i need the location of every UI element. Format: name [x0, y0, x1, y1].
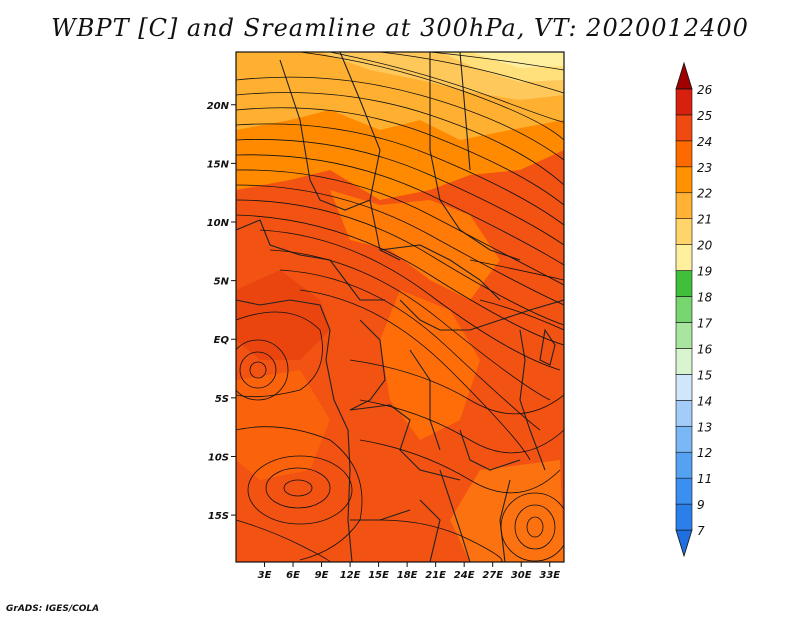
- colorbar-segment: [675, 166, 693, 194]
- map-title: WBPT [C] and Sreamline at 300hPa, VT: 20…: [51, 14, 749, 42]
- country-borders: [236, 52, 564, 562]
- colorbar-segment: [675, 88, 693, 116]
- lon-label: 30E: [511, 570, 532, 581]
- lon-label: 15E: [368, 570, 389, 581]
- colorbar-label: 15: [697, 368, 712, 382]
- colorbar-segment: [675, 218, 693, 245]
- lon-label: 24E: [454, 570, 475, 581]
- colorbar-segment: [675, 296, 693, 323]
- lat-label: 5N: [214, 277, 230, 288]
- colorbar-segment: [675, 529, 693, 558]
- lon-label: 33E: [539, 570, 560, 581]
- colorbar-label: 25: [697, 109, 712, 123]
- colorbar-label: 9: [697, 498, 705, 512]
- lat-label: 15N: [207, 159, 230, 170]
- lon-label: 3E: [258, 570, 272, 581]
- colorbar-label: 12: [697, 446, 712, 460]
- longitude-axis: 3E 6E 9E 12E 15E 18E 21E 24E 27E 30E 33E: [258, 562, 560, 581]
- map-frame: [235, 51, 565, 563]
- colorbar-label: 18: [697, 291, 713, 305]
- colorbar-segment: [675, 322, 693, 349]
- latitude-axis: 20N 15N 10N 5N EQ 5S 10S 15S: [207, 101, 236, 522]
- lat-label: EQ: [214, 335, 230, 346]
- colorbar-segment: [675, 374, 693, 401]
- lat-label: 10N: [207, 218, 230, 229]
- colorbar-segment: [675, 61, 693, 90]
- colorbar-segment: [675, 348, 693, 375]
- colorbar-segment: [675, 192, 693, 219]
- colorbar-segment: [675, 140, 693, 168]
- streamlines: [236, 52, 564, 562]
- colorbar-segment: [675, 477, 693, 505]
- map-plot-area: [236, 52, 564, 562]
- lon-label: 12E: [340, 570, 361, 581]
- lat-label: 10S: [208, 452, 229, 463]
- lon-label: 18E: [397, 570, 418, 581]
- colorbar-segment: [675, 114, 693, 142]
- colorbar-label: 24: [697, 135, 712, 149]
- colorbar-label: 14: [697, 394, 712, 408]
- colorbar-segment: [675, 451, 693, 479]
- lon-label: 6E: [286, 570, 300, 581]
- lon-label: 27E: [482, 570, 503, 581]
- colorbar-label: 17: [697, 316, 713, 330]
- colorbar-segment: [675, 400, 693, 427]
- grads-credit: GrADS: IGES/COLA: [6, 604, 100, 614]
- lon-label: 21E: [425, 570, 446, 581]
- colorbar-label: 26: [697, 83, 713, 97]
- colorbar-label: 11: [697, 472, 712, 486]
- colorbar-label: 13: [697, 420, 712, 434]
- lat-label: 15S: [208, 511, 229, 522]
- lat-label: 20N: [207, 101, 230, 112]
- colorbar-label: 16: [697, 342, 713, 356]
- colorbar-label: 19: [697, 265, 712, 279]
- colorbar-label: 22: [697, 187, 712, 201]
- lat-label: 5S: [215, 394, 229, 405]
- colorbar-segment: [675, 244, 693, 271]
- colorbar-label: 23: [697, 161, 712, 175]
- colorbar-segment: [675, 503, 693, 531]
- colorbar-label: 7: [697, 524, 705, 538]
- colorbar-label: 20: [697, 239, 713, 253]
- colorbar-segment: [675, 270, 693, 297]
- colorbar-segment: [675, 425, 693, 453]
- colorbar: 7 9 11 12 13 14 15 16 17 18 19 20 21 22 23 24 25 26: [675, 61, 713, 558]
- colorbar-label: 21: [697, 213, 712, 227]
- lon-label: 9E: [315, 570, 329, 581]
